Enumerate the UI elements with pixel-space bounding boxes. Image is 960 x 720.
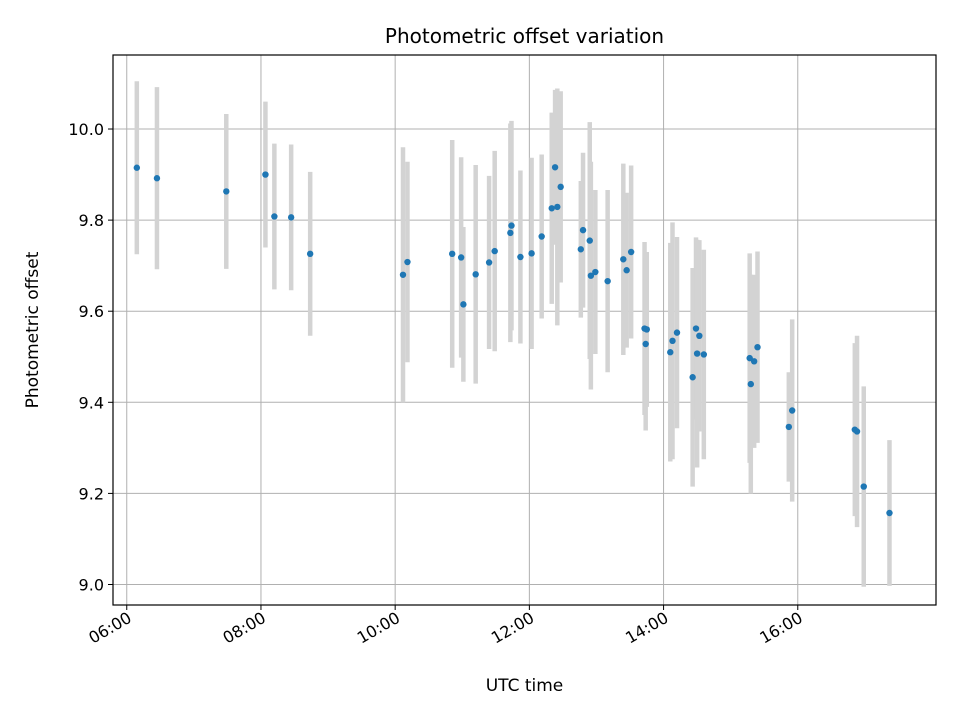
- data-point: [860, 483, 867, 490]
- data-point: [587, 272, 595, 279]
- data-point: [693, 350, 701, 357]
- data-points: [133, 164, 893, 517]
- data-point: [287, 214, 295, 221]
- data-point: [485, 259, 493, 266]
- chart-title: Photometric offset variation: [385, 24, 664, 48]
- data-point: [508, 222, 515, 229]
- y-tick-label: 9.8: [79, 211, 104, 230]
- data-point: [507, 229, 514, 237]
- data-point: [643, 326, 650, 333]
- data-point: [551, 164, 559, 171]
- data-point: [592, 268, 599, 276]
- data-point: [528, 250, 535, 257]
- data-point: [577, 246, 585, 253]
- data-point: [448, 250, 456, 258]
- data-point: [133, 164, 141, 171]
- data-point: [554, 203, 561, 211]
- data-point: [689, 374, 696, 381]
- data-point: [460, 301, 467, 308]
- y-axis-ticks: 9.0 9.2 9.4 9.6 9.8 10.0: [68, 120, 113, 595]
- data-point: [747, 380, 754, 388]
- data-point: [853, 428, 861, 435]
- y-axis-label: Photometric offset: [23, 251, 43, 408]
- grid: [113, 55, 936, 605]
- data-point: [785, 423, 793, 431]
- data-point: [548, 205, 555, 212]
- y-tick-label: 9.4: [79, 393, 104, 412]
- data-point: [673, 329, 681, 336]
- plot-frame: [112, 54, 937, 606]
- data-point: [153, 175, 161, 182]
- data-point: [623, 267, 630, 274]
- data-point: [746, 354, 753, 362]
- data-point: [491, 247, 498, 255]
- y-tick-label: 9.0: [79, 576, 104, 595]
- data-point: [754, 343, 761, 351]
- data-point: [700, 351, 708, 358]
- data-point: [399, 271, 407, 278]
- data-point: [692, 325, 700, 332]
- data-point: [457, 254, 465, 261]
- data-point: [306, 250, 314, 258]
- data-point: [696, 332, 703, 340]
- data-point: [262, 171, 269, 178]
- y-tick-label: 10.0: [68, 120, 104, 139]
- data-point: [517, 253, 524, 261]
- y-tick-label: 9.2: [79, 484, 104, 503]
- data-point: [472, 271, 479, 278]
- data-point: [557, 183, 564, 191]
- data-point: [669, 337, 676, 345]
- data-point: [886, 509, 893, 517]
- data-point: [271, 213, 278, 220]
- data-point: [223, 188, 230, 195]
- y-tick-label: 9.6: [79, 302, 104, 321]
- data-point: [586, 237, 593, 244]
- data-point: [538, 233, 545, 240]
- data-point: [627, 248, 635, 256]
- data-point: [750, 358, 758, 365]
- data-point: [579, 226, 587, 234]
- plot-area: [113, 55, 936, 605]
- data-point: [404, 258, 411, 266]
- x-axis-label: UTC time: [486, 676, 564, 696]
- data-point: [788, 407, 796, 414]
- data-point: [604, 277, 611, 285]
- data-point: [620, 256, 627, 263]
- data-point: [642, 340, 649, 348]
- data-point: [667, 349, 674, 356]
